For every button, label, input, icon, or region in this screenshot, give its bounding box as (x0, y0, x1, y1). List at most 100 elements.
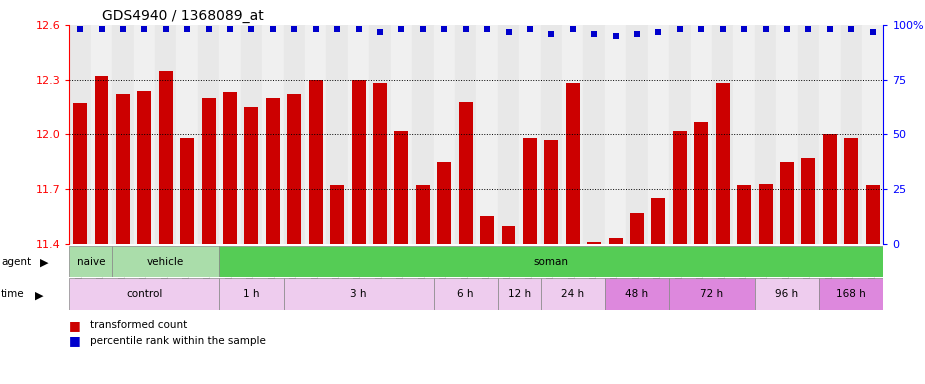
Bar (69, 278, 219, 310)
Bar (695, 122, 709, 244)
Text: 96 h: 96 h (775, 289, 798, 299)
Bar (630, 213, 644, 244)
Bar (734, 25, 755, 244)
Point (780, 26, 795, 32)
Bar (434, 278, 498, 310)
Bar (584, 25, 605, 244)
Bar (862, 25, 883, 244)
Text: agent: agent (1, 257, 31, 266)
Bar (566, 83, 580, 244)
Point (329, 26, 344, 32)
Bar (501, 225, 515, 244)
Point (73, 26, 88, 32)
Bar (459, 101, 473, 244)
Bar (116, 94, 130, 244)
Bar (562, 25, 584, 244)
Text: 12 h: 12 h (508, 289, 531, 299)
Bar (69, 246, 112, 277)
Bar (219, 278, 284, 310)
Bar (369, 25, 390, 244)
Text: ■: ■ (69, 319, 81, 332)
Bar (866, 185, 880, 244)
Bar (413, 25, 434, 244)
Bar (244, 107, 258, 244)
Bar (609, 238, 623, 244)
Bar (352, 79, 365, 244)
Bar (434, 25, 455, 244)
Bar (797, 25, 820, 244)
Bar (112, 25, 133, 244)
Point (373, 28, 388, 35)
Point (458, 26, 473, 32)
Bar (712, 25, 734, 244)
Bar (498, 278, 540, 310)
Point (844, 26, 858, 32)
Bar (545, 140, 559, 244)
Bar (394, 131, 408, 244)
Point (801, 26, 816, 32)
Bar (223, 93, 237, 244)
Bar (755, 25, 776, 244)
Point (609, 33, 623, 39)
Point (630, 31, 645, 37)
Text: vehicle: vehicle (147, 257, 184, 266)
Bar (480, 217, 494, 244)
Point (758, 26, 773, 32)
Bar (112, 246, 219, 277)
Bar (198, 25, 219, 244)
Point (651, 28, 666, 35)
Bar (476, 25, 498, 244)
Point (179, 26, 194, 32)
Bar (755, 278, 820, 310)
Bar (305, 25, 327, 244)
Text: 3 h: 3 h (351, 289, 367, 299)
Point (137, 26, 152, 32)
Bar (133, 25, 155, 244)
Bar (716, 83, 730, 244)
Bar (651, 198, 665, 244)
Bar (373, 83, 387, 244)
Bar (648, 25, 669, 244)
Bar (691, 25, 712, 244)
Point (308, 26, 323, 32)
Bar (780, 162, 794, 244)
Bar (626, 25, 647, 244)
Point (415, 26, 430, 32)
Point (501, 28, 516, 35)
Bar (330, 185, 344, 244)
Bar (91, 25, 112, 244)
Text: ■: ■ (69, 334, 81, 347)
Bar (605, 278, 669, 310)
Bar (288, 94, 302, 244)
Text: 6 h: 6 h (458, 289, 474, 299)
Bar (416, 185, 430, 244)
Point (244, 26, 259, 32)
Text: percentile rank within the sample: percentile rank within the sample (90, 336, 265, 346)
Bar (219, 25, 240, 244)
Point (394, 26, 409, 32)
Bar (159, 71, 173, 244)
Bar (284, 25, 305, 244)
Bar (262, 25, 284, 244)
Point (565, 26, 580, 32)
Bar (309, 79, 323, 244)
Bar (202, 98, 216, 244)
Point (265, 26, 280, 32)
Point (865, 28, 880, 35)
Text: ▶: ▶ (35, 290, 43, 300)
Point (352, 26, 366, 32)
Point (287, 26, 302, 32)
Bar (672, 131, 687, 244)
Bar (519, 25, 540, 244)
Bar (155, 25, 177, 244)
Bar (523, 138, 536, 244)
Bar (177, 25, 198, 244)
Point (158, 26, 173, 32)
Text: ▶: ▶ (40, 258, 48, 268)
Point (544, 31, 559, 37)
Text: control: control (126, 289, 163, 299)
Bar (845, 138, 858, 244)
Text: time: time (1, 289, 25, 299)
Bar (820, 278, 883, 310)
Bar (390, 25, 413, 244)
